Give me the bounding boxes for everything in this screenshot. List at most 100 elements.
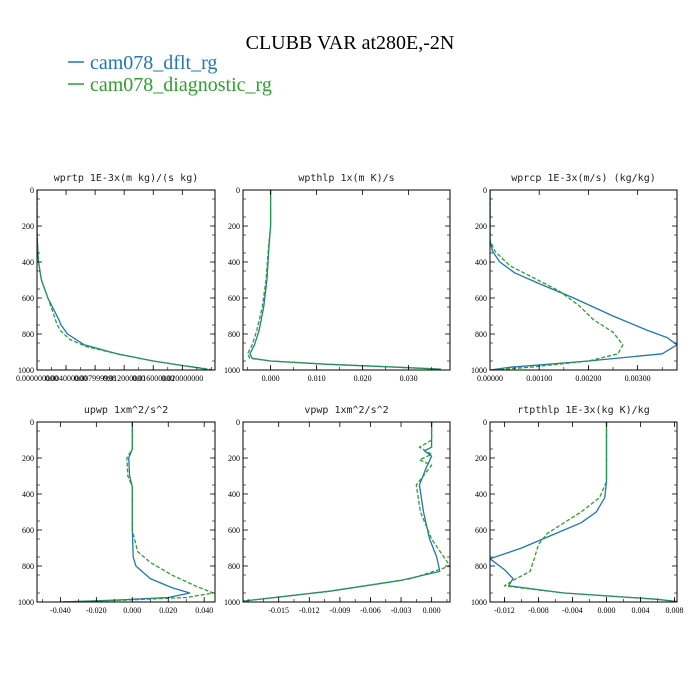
panel-title: wprtp 1E-3x(m kg)/(s kg) (54, 173, 199, 184)
plot-frame (36, 421, 216, 603)
panel-title: upwp 1xm^2/s^2 (84, 405, 168, 416)
x-tick-label: -0.003 (391, 606, 412, 615)
panel-title: wpthlp 1x(m K)/s (298, 173, 394, 184)
panel-title: wprcp 1E-3x(m/s) (kg/kg) (511, 173, 656, 184)
series-line-dflt (249, 190, 441, 370)
y-tick-label: 400 (228, 490, 240, 499)
x-tick-label: -0.004 (562, 606, 583, 615)
x-tick-label: -0.020 (86, 606, 107, 615)
y-tick-label: 0 (483, 418, 487, 427)
y-tick-label: 1000 (224, 366, 240, 375)
y-tick-label: 600 (475, 294, 487, 303)
y-tick-label: 0 (30, 418, 34, 427)
x-tick-label: 0.000 (123, 606, 141, 615)
y-tick-label: 0 (236, 186, 240, 195)
y-tick-label: 1000 (18, 366, 34, 375)
y-tick-label: 1000 (224, 598, 240, 607)
y-tick-label: 0 (483, 186, 487, 195)
x-tick-label: 0.040 (195, 606, 213, 615)
plot-frame (242, 189, 451, 371)
x-tick-label: 0.000 (262, 374, 280, 383)
y-tick-label: 800 (22, 330, 34, 339)
y-tick-label: 600 (22, 526, 34, 535)
y-tick-label: 800 (475, 330, 487, 339)
y-tick-label: 400 (228, 258, 240, 267)
y-tick-label: 400 (475, 490, 487, 499)
plot-frame (242, 421, 451, 603)
figure-title: CLUBB VAR at280E,-2N (246, 32, 455, 54)
series-line-diagnostic (37, 190, 212, 370)
y-tick-label: 1000 (471, 366, 487, 375)
x-tick-label: 0.020 (354, 374, 372, 383)
panel-6: rtpthlp 1E-3x(kg K)/kg02004006008001000-… (471, 405, 683, 615)
y-tick-label: 200 (228, 222, 240, 231)
x-tick-label: 0.000 (597, 606, 615, 615)
y-tick-label: 400 (22, 490, 34, 499)
x-tick-label: -0.012 (299, 606, 320, 615)
series-line-dflt (490, 190, 677, 370)
x-tick-label: 0.00200 (575, 374, 601, 383)
x-tick-label: 0.000 (423, 606, 441, 615)
x-tick-label: 0.000000000 (16, 374, 58, 383)
series-line-diagnostic (60, 422, 214, 602)
plot-frame (36, 189, 216, 371)
plot-frame (489, 421, 678, 603)
legend-label-diagnostic: cam078_diagnostic_rg (90, 74, 272, 96)
y-tick-label: 0 (30, 186, 34, 195)
y-tick-label: 200 (475, 454, 487, 463)
y-tick-label: 600 (228, 294, 240, 303)
panel-title: vpwp 1xm^2/s^2 (304, 405, 388, 416)
x-tick-label: -0.009 (330, 606, 351, 615)
legend-label-dflt: cam078_dflt_rg (90, 52, 217, 74)
x-tick-label: 0.030 (400, 374, 418, 383)
x-tick-label: 0.00300 (625, 374, 651, 383)
y-tick-label: 600 (22, 294, 34, 303)
x-tick-label: 0.004 (631, 606, 649, 615)
series-line-diagnostic (490, 190, 624, 370)
y-tick-label: 800 (475, 562, 487, 571)
x-tick-label: 0.020000000 (161, 374, 203, 383)
y-tick-label: 200 (22, 222, 34, 231)
panel-2: wpthlp 1x(m K)/s 0 200 400 600 800 1000 0.000 0.… (224, 173, 451, 383)
x-tick-label: 0.012000000 (103, 374, 145, 383)
y-tick-label: 200 (228, 454, 240, 463)
x-tick-label: 0.010 (308, 374, 326, 383)
y-tick-label: 200 (475, 222, 487, 231)
x-tick-label: 0.008 (665, 606, 683, 615)
panel-title: rtpthlp 1E-3x(kg K)/kg (517, 405, 649, 416)
y-tick-label: 400 (475, 258, 487, 267)
y-tick-label: 0 (236, 418, 240, 427)
x-tick-label: -0.008 (528, 606, 549, 615)
x-tick-label: -0.040 (50, 606, 71, 615)
panel-5: vpwp 1xm^2/s^2 0 200 400 600 800 1000 -0.015 -0.… (224, 405, 451, 615)
x-tick-label: 0.016000000 (132, 374, 174, 383)
y-tick-label: 800 (228, 562, 240, 571)
series-line-dflt (37, 190, 208, 370)
series-line-diagnostic (246, 190, 441, 370)
y-tick-label: 200 (22, 454, 34, 463)
x-tick-label: 0.00100 (526, 374, 552, 383)
x-tick-label: 0.00000 (477, 374, 503, 383)
legend: cam078_dflt_rg cam078_diagnostic_rg (68, 52, 272, 96)
panel-4: upwp 1xm^2/s^2 0 200 400 600 800 1000 -0.040 -0.… (18, 405, 216, 615)
x-tick-label: 0.007999998 (74, 374, 116, 383)
x-tick-label: -0.006 (360, 606, 381, 615)
series-line-dflt (243, 422, 441, 602)
panel-1: wprtp 1E-3x(m kg)/(s kg) 0 200 400 600 800 100… (16, 173, 216, 383)
panel-3: wprcp 1E-3x(m/s) (kg/kg) 0 200 400 600 800 100… (471, 173, 678, 383)
y-tick-label: 600 (228, 526, 240, 535)
series-line-dflt (490, 422, 677, 602)
x-tick-label: -0.012 (494, 606, 515, 615)
y-tick-label: 1000 (18, 598, 34, 607)
plot-frame (489, 189, 678, 371)
y-tick-label: 800 (228, 330, 240, 339)
panel-grid: wprtp 1E-3x(m kg)/(s kg) 0 200 400 600 800 100… (16, 173, 683, 615)
series-line-dflt (60, 422, 191, 602)
x-tick-label: 0.020 (159, 606, 177, 615)
series-line-diagnostic (243, 422, 450, 602)
y-tick-label: 1000 (471, 598, 487, 607)
x-tick-label: 0.004000000 (45, 374, 87, 383)
y-tick-label: 400 (22, 258, 34, 267)
x-tick-label: -0.015 (268, 606, 289, 615)
